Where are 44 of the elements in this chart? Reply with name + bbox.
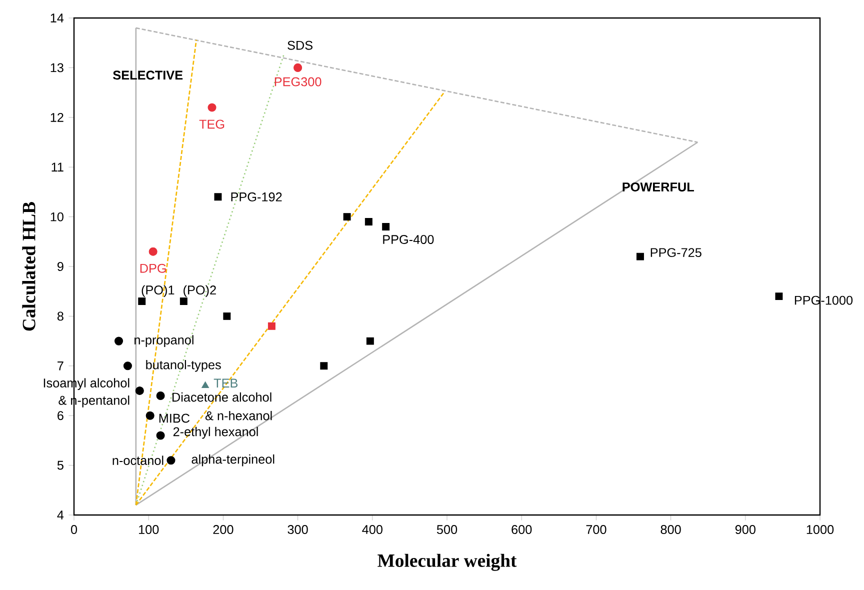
x-tick-label: 600	[512, 525, 532, 534]
x-tick-label: 300	[288, 525, 308, 534]
y-tick-label: 7	[58, 362, 64, 370]
annotation: (PO)1	[142, 285, 174, 298]
annotation: 2-ethyl hexanol	[173, 426, 258, 439]
annotation: MIBC	[159, 414, 190, 423]
annotation: (PO)2	[184, 285, 216, 298]
y-axis-title: Calculated HLB	[22, 202, 36, 331]
annotation: PPG-725	[650, 248, 702, 258]
annotation: butanol-types	[146, 360, 221, 372]
x-tick-label: 100	[139, 525, 159, 534]
x-tick-label: 200	[213, 525, 234, 534]
annotation: DPG	[140, 264, 166, 273]
y-tick-label: 4	[57, 510, 64, 520]
x-tick-label: 1000	[806, 525, 834, 534]
y-tick-label: 11	[52, 162, 64, 172]
y-tick-label: 5	[57, 460, 64, 470]
annotation: PPG-192	[231, 192, 282, 202]
annotation: n-octanol	[112, 456, 164, 465]
y-tick-label: 14	[50, 14, 64, 22]
x-tick-label: 900	[735, 525, 756, 534]
y-tick-label: 13	[50, 63, 64, 72]
y-tick-label: 8	[57, 312, 64, 321]
annotation: alpha-terpineol	[192, 454, 274, 466]
annotation: PPG-400	[383, 235, 434, 244]
x-tick-label: 800	[660, 525, 681, 534]
x-tick-label: 400	[362, 525, 382, 534]
y-tick-label: 9	[58, 262, 64, 271]
y-tick-label: 12	[50, 112, 64, 122]
annotation: & n-hexanol	[205, 410, 272, 420]
annotation: n-propanol	[134, 335, 194, 347]
annotation: POWERFUL	[622, 182, 694, 192]
annotation: TEG	[199, 120, 224, 129]
annotation: SELECTIVE	[113, 70, 183, 80]
x-tick-label: 500	[436, 525, 458, 534]
y-tick-label: 10	[50, 212, 64, 222]
x-axis-title: Molecular weight	[378, 554, 517, 571]
annotation: SDS	[288, 40, 312, 50]
annotation: PEG300	[274, 77, 322, 86]
y-tick-label: 6	[58, 411, 64, 420]
annotation: TEB	[214, 378, 238, 388]
x-tick-label: 0	[70, 525, 78, 534]
annotation: Diacetone alcohol	[172, 392, 272, 402]
x-tick-label: 700	[586, 525, 606, 534]
